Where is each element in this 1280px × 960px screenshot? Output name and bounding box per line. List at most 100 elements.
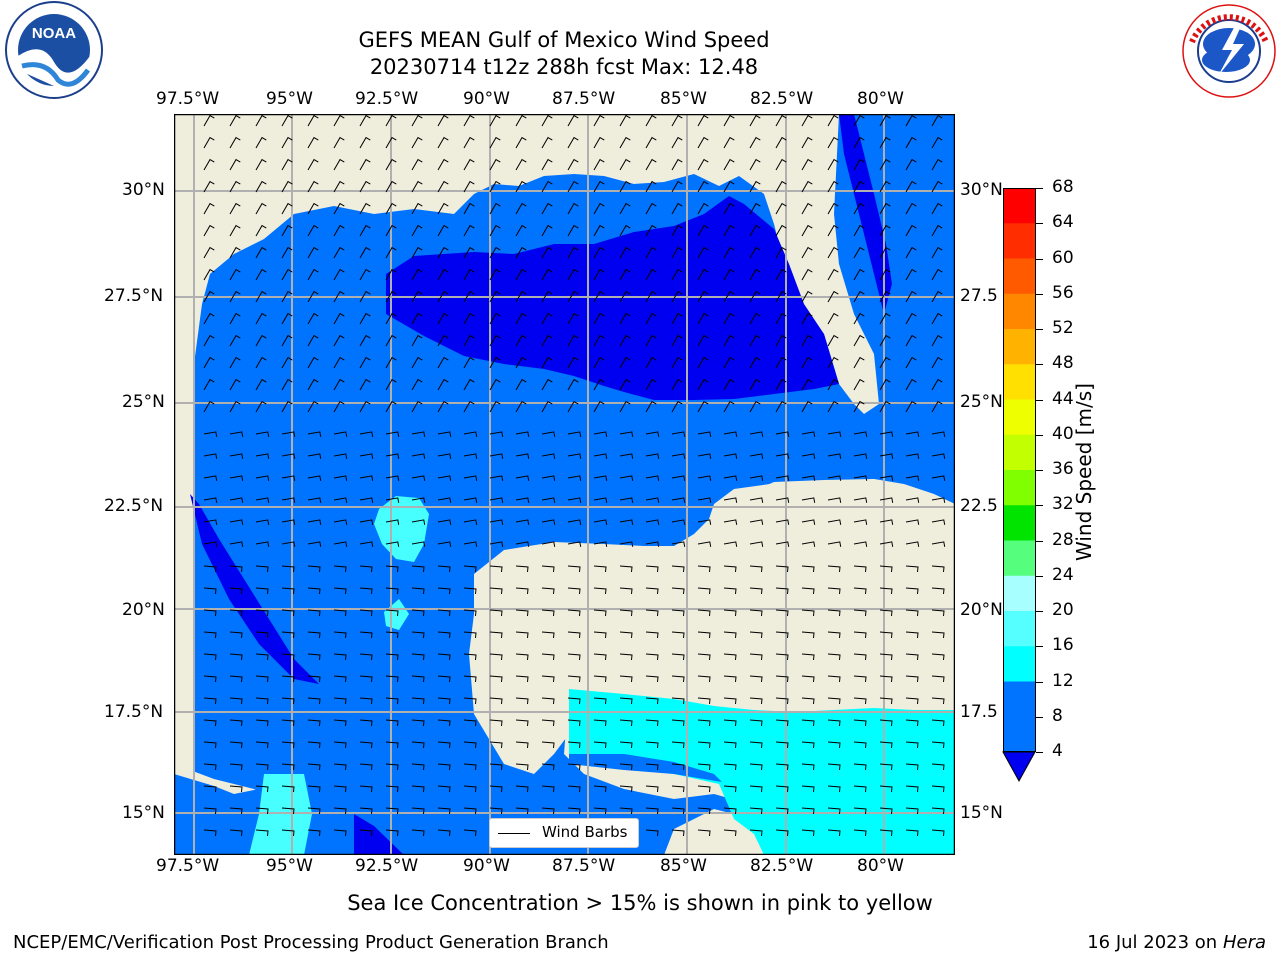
wind-barb xyxy=(749,587,763,595)
wind-barb xyxy=(463,246,475,259)
wind-barb xyxy=(307,719,321,727)
colorbar-tick-mark xyxy=(1036,293,1043,295)
wind-barb xyxy=(931,541,946,547)
wind-barb xyxy=(775,180,787,193)
wind-barb xyxy=(333,497,348,503)
wind-barb xyxy=(905,158,917,171)
wind-barb xyxy=(879,180,891,193)
wind-barb xyxy=(437,334,449,347)
wind-barb xyxy=(593,114,605,127)
wind-barb xyxy=(697,763,711,771)
wind-barb xyxy=(463,541,478,547)
wind-barb xyxy=(801,290,813,303)
wind-barb xyxy=(619,653,633,661)
wind-barb xyxy=(619,224,631,237)
wind-barb xyxy=(333,587,347,595)
nws-logo xyxy=(1182,4,1276,98)
wind-barb xyxy=(801,224,813,237)
wind-barb xyxy=(593,719,607,727)
wind-barb xyxy=(671,719,685,727)
wind-barb xyxy=(931,356,943,369)
colorbar-band xyxy=(1003,505,1036,541)
wind-barb xyxy=(385,675,399,683)
wind-barb xyxy=(723,224,735,237)
wind-barb xyxy=(411,202,423,215)
wind-barb xyxy=(905,290,917,303)
wind-barb xyxy=(463,475,478,481)
wind-barb xyxy=(515,609,529,617)
wind-barb xyxy=(749,653,763,661)
wind-barb xyxy=(879,741,893,749)
wind-barb xyxy=(385,807,399,815)
wind-barb xyxy=(541,697,555,705)
wind-barb xyxy=(775,565,789,573)
wind-barb xyxy=(619,475,634,481)
wind-barb xyxy=(229,224,241,237)
wind-barb xyxy=(489,378,501,391)
wind-barb xyxy=(775,475,790,481)
wind-barb xyxy=(385,334,397,347)
wind-barb xyxy=(489,675,503,683)
wind-barb xyxy=(749,431,764,437)
wind-barb xyxy=(229,675,243,683)
wind-barb xyxy=(931,519,946,525)
cuba-land xyxy=(709,479,955,584)
wind-barb xyxy=(541,224,553,237)
wind-barb xyxy=(827,587,841,595)
wind-barb xyxy=(541,453,556,459)
wind-barb xyxy=(229,785,243,793)
wind-barb xyxy=(463,763,477,771)
lat-right-3: 25°N xyxy=(960,392,1003,412)
wind-barb xyxy=(411,763,425,771)
wind-barb xyxy=(931,158,943,171)
wind-barb xyxy=(645,246,657,259)
wind-barb xyxy=(801,587,815,595)
wind-barb xyxy=(645,497,660,503)
wind-barb xyxy=(775,719,789,727)
wind-barb xyxy=(489,290,501,303)
wind-barb xyxy=(385,202,397,215)
wind-barb xyxy=(723,475,738,481)
wind-barb xyxy=(281,763,295,771)
wind-barb xyxy=(359,785,373,793)
wind-barb xyxy=(853,587,867,595)
wind-barb xyxy=(515,246,527,259)
wind-barb xyxy=(489,785,503,793)
wind-barb xyxy=(905,246,917,259)
wind-barb xyxy=(411,334,423,347)
wind-barb xyxy=(359,312,371,325)
wind-barb xyxy=(333,224,345,237)
wind-barb xyxy=(567,807,581,815)
wind-barb xyxy=(281,719,295,727)
wind-barb xyxy=(515,431,530,437)
wind-barb xyxy=(229,431,244,437)
wind-barb xyxy=(905,453,920,459)
wind-barb-legend-label: Wind Barbs xyxy=(542,823,628,841)
wind-barb xyxy=(203,609,217,617)
wind-barb xyxy=(541,312,553,325)
colorbar-extend-arrow xyxy=(1002,751,1036,783)
colorbar-tick-label: 64 xyxy=(1052,212,1074,233)
wind-barb xyxy=(281,653,295,661)
wind-barb xyxy=(671,631,685,639)
wind-barb xyxy=(853,202,865,215)
wind-barb xyxy=(593,475,608,481)
lat-right-2: 27.5 xyxy=(960,286,998,306)
wind-barb xyxy=(749,785,763,793)
colorbar-band xyxy=(1003,223,1036,259)
wind-barb xyxy=(255,224,267,237)
wind-barb xyxy=(645,136,657,149)
wind-barb xyxy=(801,565,815,573)
wind-barb xyxy=(541,807,555,815)
wind-barb xyxy=(359,763,373,771)
wind-barb xyxy=(541,268,553,281)
wind-barb xyxy=(593,675,607,683)
wind-barb xyxy=(255,653,269,661)
wind-barb xyxy=(879,202,891,215)
wind-barb xyxy=(931,312,943,325)
title-line-2: 20230714 t12z 288h fcst Max: 12.48 xyxy=(369,55,759,79)
wind-barb xyxy=(515,719,529,727)
wind-barb xyxy=(437,741,451,749)
wind-barb xyxy=(463,202,475,215)
wind-barb xyxy=(905,114,917,127)
